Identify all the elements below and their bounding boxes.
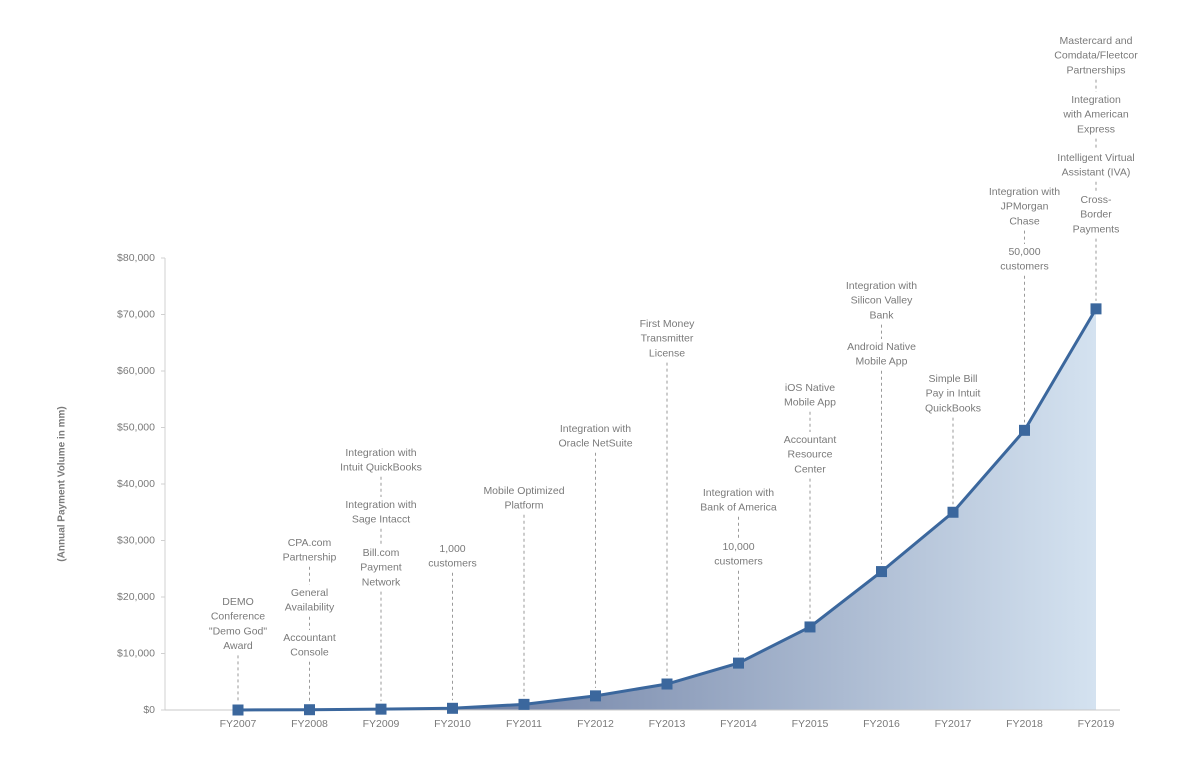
x-tick-label: FY2017 (935, 718, 972, 730)
annotation-text: Sage Intacct (352, 514, 410, 526)
marker (876, 566, 887, 578)
marker (947, 506, 959, 518)
annotation-text: Cross- (1081, 194, 1112, 206)
x-tick-label: FY2016 (863, 718, 900, 730)
annotation-text: Border (1080, 209, 1112, 221)
annotation-text: Award (223, 640, 253, 652)
annotation-text: Integration (1071, 94, 1121, 106)
x-tick-label: FY2014 (720, 718, 757, 730)
annotation-text: Conference (211, 611, 265, 623)
y-tick-label: $20,000 (117, 591, 155, 603)
annotation-text: Availability (285, 602, 335, 614)
annotation-text: Mastercard and (1060, 35, 1133, 47)
annotation-text: customers (428, 558, 476, 570)
annotation-text: Integration with (703, 487, 774, 499)
annotation-text: Integration with (560, 423, 631, 435)
annotation-text: General (291, 587, 328, 599)
marker (447, 702, 458, 714)
marker (518, 698, 530, 710)
annotation-text: Bill.com (363, 547, 400, 559)
y-tick-label: $10,000 (117, 647, 155, 659)
x-tick-label: FY2015 (792, 718, 829, 730)
annotation-text: First Money (640, 318, 696, 330)
y-tick-label: $80,000 (117, 252, 155, 264)
marker (232, 704, 244, 716)
annotation-text: Center (794, 463, 826, 475)
annotation-text: Integration with (345, 499, 416, 511)
annotation-text: Mobile App (784, 397, 836, 409)
y-axis-label: (Annual Payment Volume in mm) (57, 406, 68, 561)
annotation-text: with American (1062, 109, 1129, 121)
marker (1090, 303, 1102, 315)
annotation-text: Accountant (784, 434, 837, 446)
annotation-text: Partnership (283, 552, 337, 564)
y-tick-label: $40,000 (117, 478, 155, 490)
annotation-text: Android Native (847, 341, 916, 353)
marker (590, 690, 601, 702)
annotation-text: iOS Native (785, 382, 835, 394)
annotation-text: Payment (360, 562, 402, 574)
annotation-text: License (649, 347, 685, 359)
annotation-text: 1,000 (439, 543, 465, 555)
annotation-text: Console (290, 647, 329, 659)
annotation-text: CPA.com (288, 537, 332, 549)
annotation-text: Intelligent Virtual (1057, 152, 1134, 164)
y-tick-label: $60,000 (117, 365, 155, 377)
annotation-text: 50,000 (1008, 246, 1040, 258)
annotation-text: QuickBooks (925, 402, 981, 414)
marker (733, 657, 744, 669)
area (238, 308, 1096, 710)
x-tick-label: FY2008 (291, 718, 328, 730)
x-tick-label: FY2019 (1078, 718, 1115, 730)
annotation-text: Mobile Optimized (483, 485, 564, 497)
y-tick-label: $30,000 (117, 534, 155, 546)
annotation-text: Chase (1009, 215, 1040, 227)
x-tick-label: FY2011 (506, 718, 542, 730)
annotation-text: Simple Bill (928, 373, 977, 385)
x-tick-label: FY2009 (363, 718, 400, 730)
marker (375, 703, 387, 715)
x-tick-label: FY2007 (220, 718, 257, 730)
annotation-text: customers (714, 556, 762, 568)
annotation-text: Payments (1073, 223, 1120, 235)
annotation-text: Intuit QuickBooks (340, 462, 422, 474)
annotation-text: Transmitter (641, 333, 694, 345)
annotation-text: customers (1000, 261, 1048, 273)
annotation-text: Express (1077, 123, 1115, 135)
marker (304, 704, 315, 716)
annotation-text: Comdata/Fleetcor (1054, 50, 1138, 62)
annotation-text: Assistant (IVA) (1062, 167, 1131, 179)
annotation-text: Resource (788, 449, 833, 461)
x-tick-label: FY2012 (577, 718, 614, 730)
annotation-text: Bank of America (700, 502, 777, 514)
marker (661, 678, 673, 690)
marker (1019, 424, 1030, 436)
y-tick-label: $50,000 (117, 421, 155, 433)
marker (804, 621, 816, 633)
x-tick-label: FY2018 (1006, 718, 1043, 730)
annotation-text: DEMO (222, 596, 254, 608)
annotation-text: Silicon Valley (851, 295, 913, 307)
y-tick-label: $0 (143, 704, 155, 716)
annotation-text: Pay in Intuit (926, 388, 981, 400)
annotation-text: Integration with (846, 280, 917, 292)
annotation-text: Oracle NetSuite (558, 438, 632, 450)
annotation-text: Network (362, 576, 401, 588)
annotation-text: Accountant (283, 632, 336, 644)
annotation-text: 10,000 (722, 541, 754, 553)
x-tick-label: FY2010 (434, 718, 471, 730)
annotation-text: Bank (870, 309, 895, 321)
annotation-text: Partnerships (1067, 64, 1126, 76)
annotation-text: Platform (504, 500, 543, 512)
y-tick-label: $70,000 (117, 308, 155, 320)
annotation-text: Integration with (989, 186, 1060, 198)
annotation-text: Integration with (345, 447, 416, 459)
annotation-text: Mobile App (856, 356, 908, 368)
x-tick-label: FY2013 (649, 718, 686, 730)
annotation-text: "Demo God" (209, 625, 267, 637)
annotation-text: JPMorgan (1001, 201, 1049, 213)
